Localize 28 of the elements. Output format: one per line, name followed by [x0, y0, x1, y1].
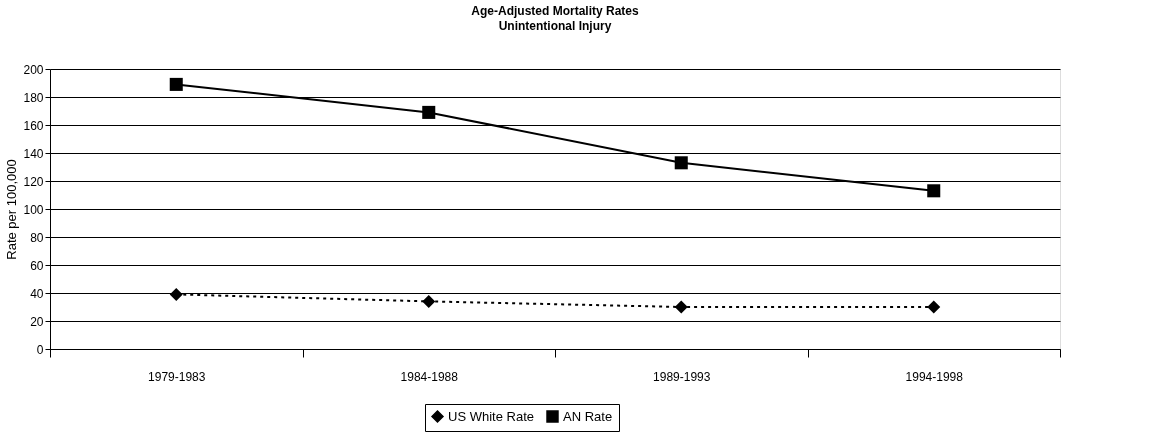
point: [674, 300, 688, 314]
y-tick-label: 200: [23, 62, 44, 77]
legend-label: US White Rate: [448, 408, 534, 424]
x-tick-label: 1979-1983: [148, 369, 206, 384]
point: [422, 105, 436, 119]
y-tick-label: 180: [23, 90, 44, 105]
y-tick-label: 0: [36, 342, 44, 357]
y-axis-title: Rate per 100,000: [4, 159, 20, 260]
point: [169, 77, 183, 91]
point: [927, 184, 941, 198]
legend-label: AN Rate: [563, 408, 613, 424]
x-tick-label: 1984-1988: [400, 369, 459, 384]
chart-title: Age-Adjusted Mortality Rates: [471, 4, 639, 18]
y-tick-label: 140: [23, 146, 44, 161]
y-tick-label: 120: [23, 174, 44, 189]
point: [422, 294, 436, 308]
x-tick-label: 1994-1998: [905, 369, 964, 384]
y-tick-label: 80: [30, 230, 44, 245]
y-tick-label: 60: [30, 258, 44, 273]
y-tick-label: 40: [30, 286, 44, 301]
point: [169, 287, 183, 301]
point: [927, 300, 941, 314]
point: [674, 156, 688, 170]
y-tick-label: 20: [30, 314, 44, 329]
x-tick-label: 1989-1993: [653, 369, 711, 384]
y-tick-label: 100: [23, 202, 44, 217]
y-tick-label: 160: [23, 118, 44, 133]
chart-subtitle: Unintentional Injury: [498, 19, 612, 33]
